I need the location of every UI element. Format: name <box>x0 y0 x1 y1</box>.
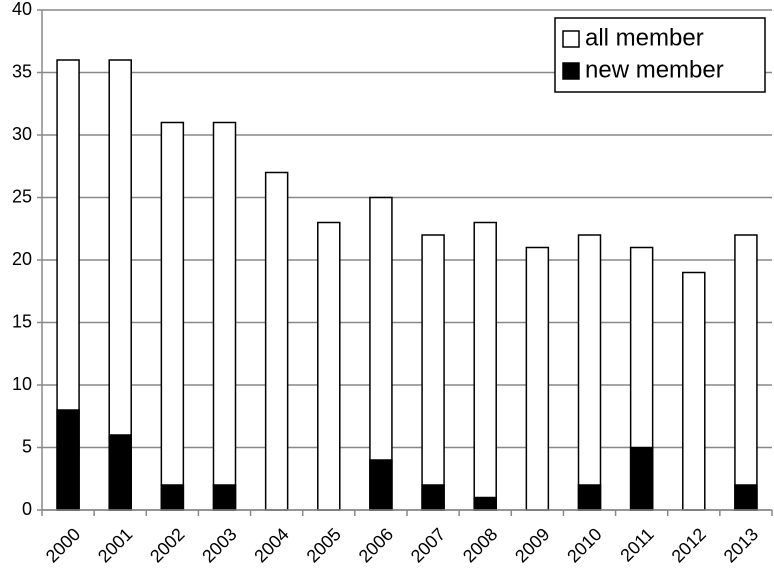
y-tick-label: 5 <box>22 436 32 456</box>
bar <box>108 434 132 511</box>
bar <box>264 171 289 511</box>
y-tick-label: 35 <box>12 61 32 81</box>
bar <box>682 271 706 511</box>
bar <box>212 484 237 511</box>
y-tick-label: 20 <box>12 249 32 269</box>
y-tick-label: 10 <box>12 374 32 394</box>
bar <box>56 409 80 511</box>
y-tick-label: 0 <box>22 499 32 519</box>
bar <box>734 484 758 511</box>
x-tick-label: 2009 <box>511 524 553 566</box>
bar <box>734 234 758 511</box>
legend-label: all member <box>585 24 704 51</box>
bar <box>629 446 654 511</box>
x-tick-label: 2012 <box>668 524 710 566</box>
legend-box <box>554 17 766 93</box>
bar <box>160 484 185 511</box>
bar <box>525 246 550 511</box>
bar <box>160 121 185 511</box>
x-tick-label: 2008 <box>459 524 501 566</box>
bar <box>317 221 341 511</box>
x-tick-label: 2004 <box>250 524 292 566</box>
bar <box>577 484 602 511</box>
y-tick-label: 15 <box>12 311 32 331</box>
x-tick-label: 2003 <box>198 524 240 566</box>
bar <box>421 484 445 511</box>
legend-swatch <box>562 30 580 48</box>
y-tick-label: 25 <box>12 186 32 206</box>
x-tick-label: 2007 <box>407 524 449 566</box>
bar <box>212 121 237 511</box>
x-tick-label: 2002 <box>146 524 188 566</box>
x-tick-label: 2010 <box>563 524 605 566</box>
bar <box>473 221 497 511</box>
x-tick-label: 2005 <box>303 524 345 566</box>
bar <box>577 234 602 511</box>
x-tick-label: 2001 <box>94 524 136 566</box>
bar <box>421 234 445 511</box>
x-tick-label: 2011 <box>616 524 658 566</box>
bar <box>369 459 393 511</box>
y-tick-label: 40 <box>12 0 32 19</box>
legend-swatch <box>562 62 580 80</box>
x-tick-label: 2006 <box>355 524 397 566</box>
x-tick-label: 2000 <box>42 524 84 566</box>
x-tick-label: 2013 <box>720 524 762 566</box>
y-tick-label: 30 <box>12 124 32 144</box>
legend-label: new member <box>585 56 724 83</box>
bar <box>473 496 497 511</box>
